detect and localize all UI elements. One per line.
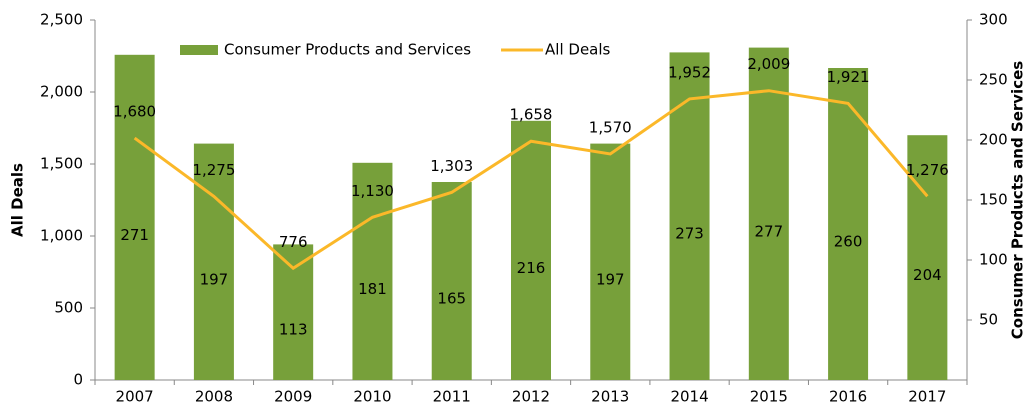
- bar-value-label: 277: [754, 222, 783, 240]
- y2-axis-title: Consumer Products and Services: [1009, 61, 1027, 339]
- bar-value-label: 181: [358, 280, 387, 298]
- y-tick-label: 2,000: [40, 83, 83, 101]
- bar: [352, 162, 393, 380]
- x-tick-label: 2012: [512, 388, 550, 406]
- x-tick-label: 2016: [829, 388, 867, 406]
- y-tick-label: 2,500: [40, 11, 83, 29]
- y-tick-label: 1,500: [40, 155, 83, 173]
- bar-value-label: 165: [437, 290, 466, 308]
- line-value-label: 1,570: [589, 118, 632, 136]
- y2-tick-label: 200: [979, 131, 1008, 149]
- x-tick-label: 2014: [670, 388, 708, 406]
- line-value-label: 2,009: [747, 55, 790, 73]
- y-tick-label: 500: [54, 299, 83, 317]
- line: [133, 89, 929, 271]
- legend-swatch: [180, 45, 218, 55]
- x-tick-label: 2011: [433, 388, 471, 406]
- line-value-label: 1,952: [668, 63, 711, 81]
- bar: [511, 120, 551, 381]
- legend-label: All Deals: [545, 41, 611, 59]
- line-value-label: 1,303: [430, 157, 473, 175]
- bar-value-label: 273: [675, 225, 704, 243]
- x-tick-label: 2009: [274, 388, 312, 406]
- x-tick-label: 2017: [908, 388, 946, 406]
- x-tick-label: 2015: [750, 388, 788, 406]
- bar: [748, 47, 789, 380]
- line-value-label: 1,658: [510, 106, 553, 124]
- x-tick-label: 2008: [195, 388, 233, 406]
- bar: [193, 143, 234, 380]
- bar: [590, 143, 631, 380]
- x-tick-label: 2013: [591, 388, 629, 406]
- bar: [907, 135, 948, 380]
- bar-value-label: 216: [517, 259, 546, 277]
- bar: [114, 54, 155, 381]
- bar-value-label: 271: [120, 226, 149, 244]
- line-value-label: 1,680: [113, 103, 156, 121]
- x-tick-label: 2010: [353, 388, 391, 406]
- y2-tick-label: 100: [979, 251, 1008, 269]
- bar-value-label: 204: [913, 266, 942, 284]
- x-tick-label: 2007: [116, 388, 154, 406]
- y2-tick-label: 50: [979, 311, 998, 329]
- bar-value-label: 260: [834, 233, 863, 251]
- y-axis-title: All Deals: [9, 163, 27, 237]
- line-value-label: 1,130: [351, 182, 394, 200]
- line-value-label: 1,276: [906, 161, 949, 179]
- bar: [828, 68, 869, 380]
- bar: [669, 52, 710, 381]
- y2-tick-label: 150: [979, 191, 1008, 209]
- y-tick-label: 1,000: [40, 227, 83, 245]
- bar: [431, 182, 472, 380]
- bar-value-label: 197: [596, 270, 625, 288]
- line-value-label: 776: [279, 233, 308, 251]
- bar-value-label: 197: [200, 270, 229, 288]
- line-value-label: 1,921: [827, 68, 870, 86]
- legend-label: Consumer Products and Services: [224, 41, 471, 59]
- bar-value-label: 113: [279, 321, 308, 339]
- y-tick-label: 0: [73, 371, 83, 389]
- y2-tick-label: 250: [979, 71, 1008, 89]
- line-value-label: 1,275: [192, 161, 235, 179]
- bar: [273, 244, 314, 380]
- y2-tick-label: 300: [979, 11, 1008, 29]
